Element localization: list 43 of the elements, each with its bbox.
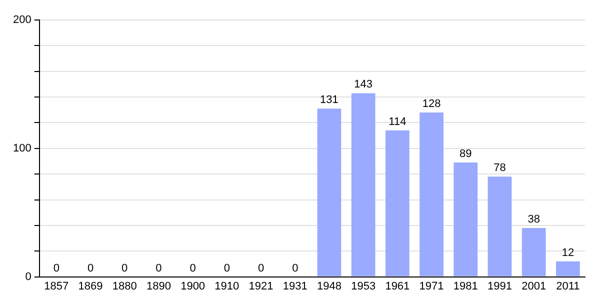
x-tick-label: 1900 (180, 280, 206, 292)
data-label: 0 (122, 262, 128, 274)
x-tick-label: 2011 (556, 280, 580, 292)
x-tick-label: 1948 (316, 280, 342, 292)
bar (420, 112, 444, 276)
data-label: 78 (494, 162, 506, 174)
bar (522, 228, 546, 276)
x-tick-label: 1981 (453, 280, 478, 292)
bar (351, 93, 376, 276)
x-tick-label: 1991 (488, 280, 512, 292)
data-label: 0 (53, 262, 60, 274)
data-label: 12 (562, 246, 574, 259)
data-label: 0 (87, 262, 94, 274)
bar (454, 162, 478, 276)
data-label: 0 (292, 262, 298, 274)
bar (317, 108, 342, 276)
data-label: 143 (354, 78, 373, 91)
bar (386, 130, 410, 276)
y-tick-label: 0 (25, 270, 32, 283)
y-tick-label: 200 (12, 14, 32, 26)
x-tick-label: 1931 (282, 280, 308, 292)
x-tick-label: 1910 (214, 280, 240, 292)
data-label: 0 (258, 262, 264, 274)
data-label: 89 (460, 148, 472, 160)
data-label: 0 (224, 262, 230, 274)
x-tick-label: 1880 (112, 280, 137, 292)
x-tick-label: 1857 (44, 280, 69, 292)
x-tick-label: 1971 (419, 280, 444, 292)
data-label: 0 (156, 262, 162, 274)
bar (488, 176, 512, 276)
x-tick-label: 1961 (385, 280, 410, 292)
x-tick-label: 1921 (248, 280, 274, 292)
data-label: 38 (528, 214, 540, 226)
x-tick-label: 1869 (78, 280, 103, 292)
x-tick-label: 1890 (146, 280, 171, 292)
data-label: 128 (422, 98, 441, 110)
data-label: 131 (320, 94, 338, 106)
x-tick-label: 1953 (351, 280, 376, 292)
x-tick-label: 2001 (522, 280, 546, 292)
y-tick-label: 100 (12, 142, 32, 154)
data-label: 0 (190, 262, 196, 274)
data-label: 114 (388, 116, 406, 128)
bar (556, 261, 580, 276)
